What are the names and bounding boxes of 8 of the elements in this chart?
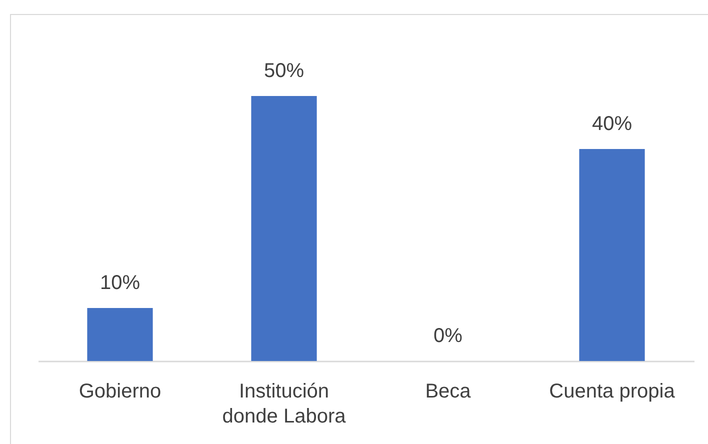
data-label: 10% xyxy=(100,272,140,294)
data-label: 0% xyxy=(434,325,463,347)
x-tick-label: Cuenta propia xyxy=(549,380,676,402)
data-label: 40% xyxy=(592,113,632,135)
data-label: 50% xyxy=(264,60,304,82)
x-tick-label: Institución donde Labora xyxy=(222,380,347,428)
x-tick-label: Gobierno xyxy=(78,380,162,402)
x-tick-label: Beca xyxy=(425,380,472,402)
